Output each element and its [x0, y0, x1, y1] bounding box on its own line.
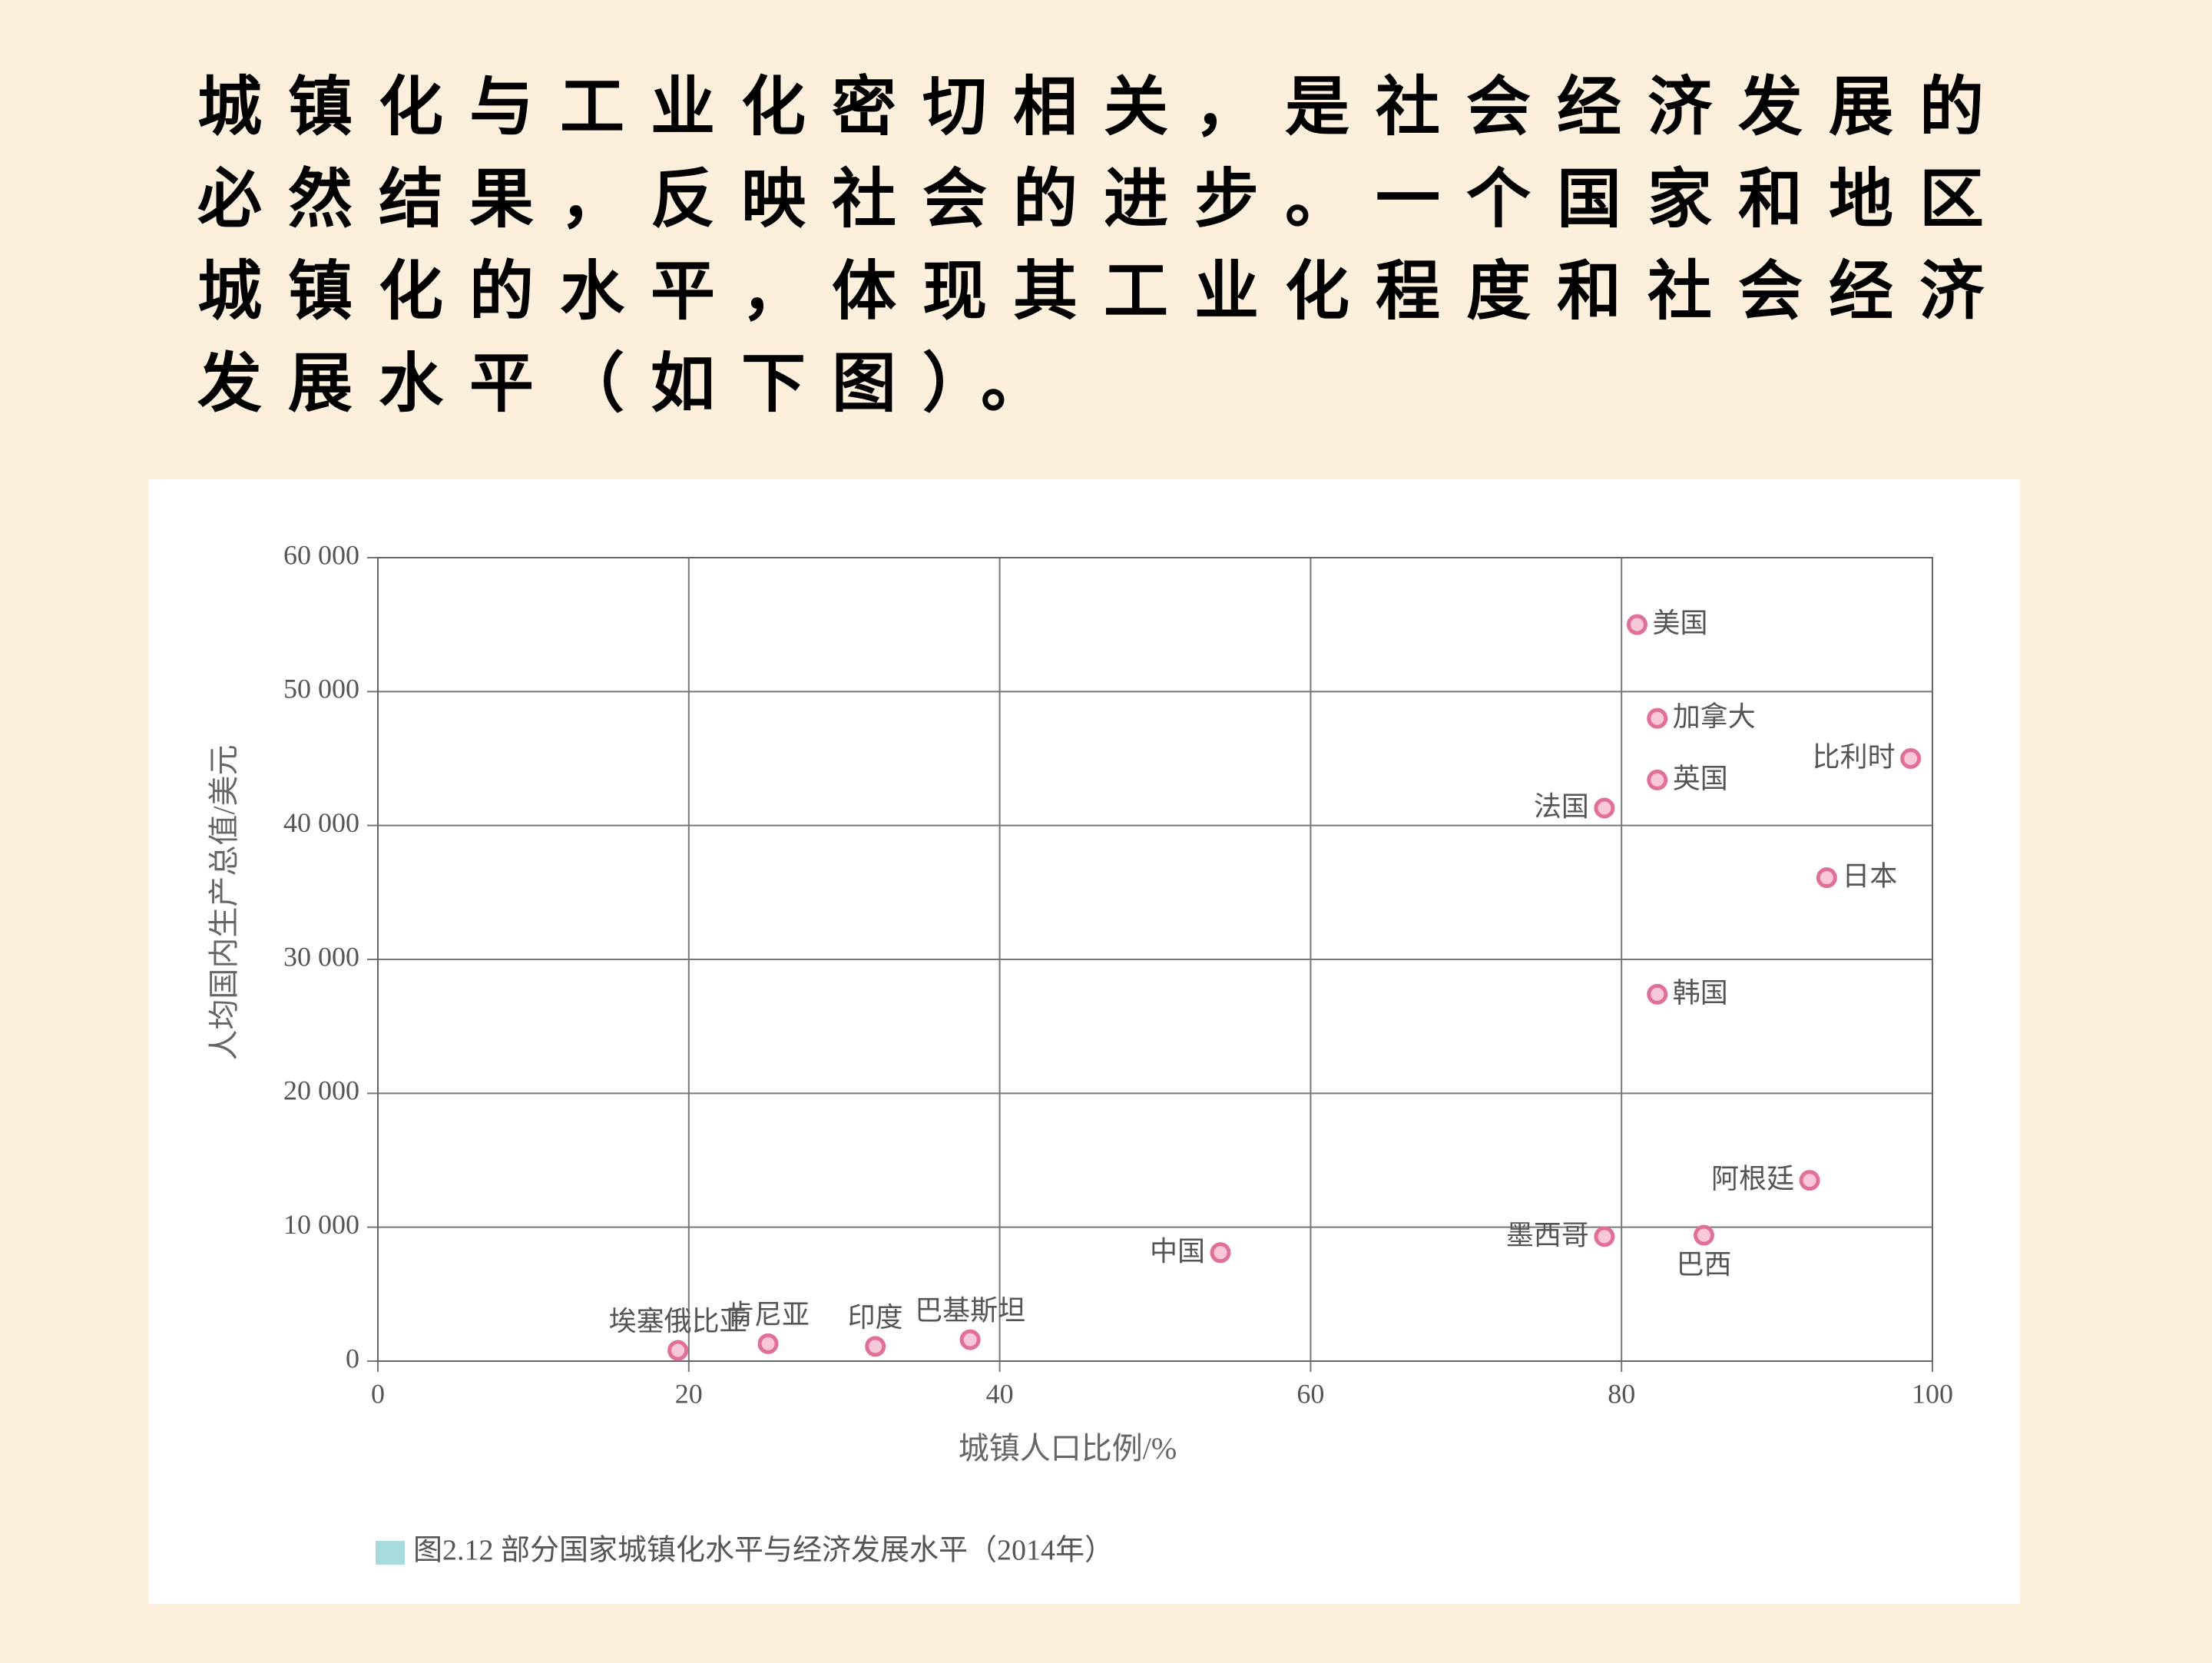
y-tick-label: 40 000	[283, 807, 359, 838]
plot-frame	[377, 557, 1933, 1362]
x-tick-label: 80	[1608, 1378, 1635, 1409]
caption: 图2.12 部分国家城镇化水平与经济发展水平（2014年）	[413, 1535, 1114, 1567]
y-axis-title: 人均国内生产总值/美元	[207, 744, 241, 1060]
point-label: 美国	[1652, 608, 1707, 639]
paragraph-line: 城镇化与工业化密切相关，是社会经济发展的	[197, 72, 2010, 144]
point	[1900, 748, 1922, 769]
x-axis-title: 城镇人口比例/%	[959, 1431, 1177, 1466]
x-tick-label: 20	[675, 1378, 703, 1409]
point-label: 加拿大	[1673, 701, 1756, 733]
point-label: 英国	[1673, 763, 1728, 794]
point	[1693, 1224, 1714, 1246]
point-label: 巴西	[1676, 1249, 1731, 1280]
point	[1594, 1226, 1615, 1247]
y-tick-label: 60 000	[283, 539, 359, 570]
x-tick-label: 60	[1296, 1378, 1324, 1409]
y-tick-label: 50 000	[283, 674, 359, 704]
y-tick-label: 10 000	[283, 1209, 359, 1240]
point-label: 巴基斯坦	[915, 1295, 1025, 1327]
x-tick-label: 40	[986, 1378, 1014, 1409]
point-label: 比利时	[1813, 742, 1896, 774]
point	[1799, 1170, 1820, 1191]
paragraph-line: 必然结果，反映社会的进步。一个国家和地区	[197, 164, 2010, 236]
point	[1626, 614, 1647, 635]
point	[667, 1340, 689, 1361]
x-tick-label: 0	[371, 1378, 385, 1409]
chart-panel	[148, 479, 2020, 1604]
point	[1816, 867, 1837, 889]
point-label: 墨西哥	[1506, 1220, 1589, 1251]
point-label: 法国	[1534, 791, 1589, 823]
caption-marker	[376, 1541, 405, 1565]
point	[1647, 769, 1668, 790]
y-tick-label: 30 000	[283, 941, 359, 972]
point-label: 日本	[1842, 861, 1897, 893]
point-label: 印度	[848, 1302, 903, 1333]
point-label: 阿根廷	[1711, 1164, 1794, 1195]
paragraph-line: 发展水平（如下图）。	[197, 349, 1071, 420]
paragraph-line: 城镇化的水平，体现其工业化程度和社会经济	[197, 257, 2010, 328]
point	[757, 1333, 779, 1354]
point	[1210, 1242, 1231, 1264]
point-label: 韩国	[1673, 977, 1728, 1009]
point	[1647, 983, 1668, 1005]
y-tick-label: 20 000	[283, 1075, 359, 1106]
point	[865, 1336, 886, 1357]
point	[1647, 707, 1668, 729]
y-tick-label: 0	[346, 1343, 359, 1373]
x-tick-label: 100	[1912, 1378, 1953, 1409]
point	[959, 1329, 981, 1350]
point-label: 埃塞俄比亚	[609, 1306, 747, 1337]
point-label: 中国	[1150, 1236, 1205, 1267]
point	[1594, 797, 1615, 819]
point-label: 肯尼亚	[727, 1299, 810, 1330]
